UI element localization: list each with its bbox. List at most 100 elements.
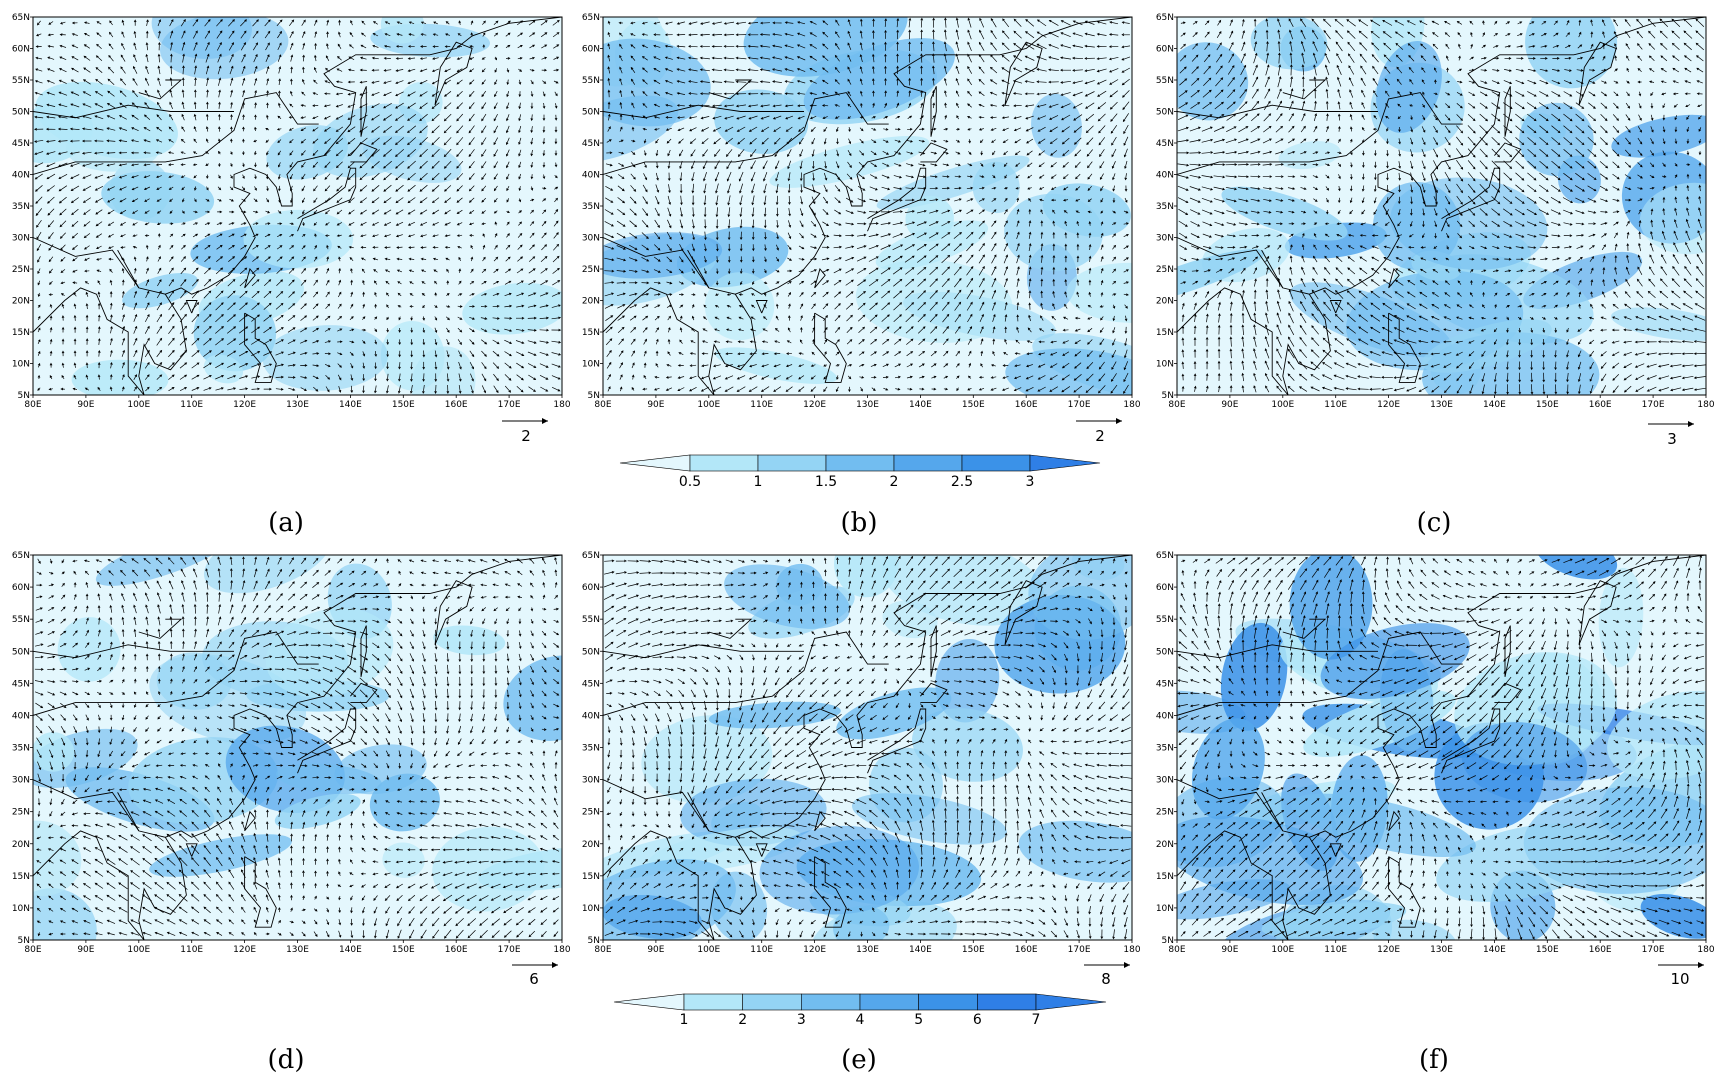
wind-vector	[169, 653, 173, 661]
wind-vector	[359, 631, 369, 636]
wind-vector	[263, 279, 272, 287]
wind-vector	[1433, 103, 1438, 108]
wind-vector	[254, 77, 258, 86]
wind-vector	[691, 280, 696, 285]
wind-vector	[516, 304, 525, 308]
wind-vector	[1396, 234, 1403, 238]
wind-vector	[1432, 32, 1439, 38]
wind-vector	[619, 43, 623, 49]
shaded-region	[203, 354, 244, 384]
wind-vector	[350, 374, 354, 381]
shaded-region	[1066, 262, 1132, 323]
wind-vector	[1563, 172, 1573, 181]
wind-vector	[1322, 18, 1332, 27]
wind-vector	[1036, 19, 1047, 27]
wind-vector	[1300, 40, 1306, 52]
wind-vector	[834, 291, 842, 298]
wind-vector	[1527, 246, 1537, 249]
wind-vector	[144, 569, 151, 577]
wind-vector	[1026, 352, 1033, 356]
wind-vector	[254, 150, 257, 156]
wind-vector	[1695, 278, 1704, 288]
wind-vector	[918, 139, 926, 143]
wind-vector	[337, 245, 342, 249]
wind-vector	[868, 267, 879, 275]
wind-vector	[1014, 364, 1021, 368]
wind-vector	[759, 44, 771, 48]
wind-vector	[456, 148, 464, 158]
wind-vector	[1002, 127, 1009, 131]
wind-vector	[1052, 231, 1056, 239]
wind-vector	[61, 315, 65, 321]
wind-vector	[1180, 21, 1186, 25]
wind-vector	[1614, 68, 1618, 72]
wind-vector	[240, 244, 247, 250]
wind-vector	[408, 33, 415, 36]
wind-vector	[917, 278, 927, 287]
shaded-region	[203, 555, 332, 594]
wind-vector	[1625, 43, 1630, 50]
wind-vector	[203, 350, 212, 357]
wind-vector	[1493, 328, 1498, 333]
x-tick-label: 100E	[1271, 400, 1294, 410]
wind-vector	[1015, 162, 1021, 167]
wind-vector	[336, 173, 343, 180]
coastline	[930, 86, 937, 137]
wind-vector	[1312, 266, 1318, 275]
wind-vector	[1250, 198, 1261, 202]
wind-vector	[604, 269, 615, 273]
wind-vector	[322, 667, 333, 672]
wind-vector	[677, 376, 685, 379]
wind-vector	[1696, 265, 1704, 276]
wind-vector	[301, 256, 306, 262]
wind-vector	[179, 337, 188, 346]
wind-vector	[300, 291, 307, 298]
wind-vector	[1040, 278, 1044, 287]
wind-vector	[1479, 148, 1488, 158]
wind-vector	[1551, 80, 1561, 85]
wind-vector	[1600, 340, 1607, 344]
wind-vector	[347, 114, 356, 120]
wind-vector	[361, 268, 366, 274]
wind-vector	[847, 161, 852, 168]
wind-vector	[1467, 171, 1476, 182]
wind-vector	[529, 44, 536, 49]
wind-vector	[395, 148, 405, 157]
wind-vector	[761, 375, 770, 380]
wind-vector	[422, 373, 425, 382]
wind-vector	[1191, 66, 1199, 74]
wind-vector	[72, 642, 79, 648]
wind-vector	[227, 387, 237, 391]
wind-vector	[84, 257, 90, 261]
wind-vector	[409, 641, 414, 650]
wind-vector	[168, 267, 174, 275]
wind-vector	[529, 570, 535, 576]
y-tick-label: 50N	[1156, 108, 1174, 118]
shaded-region	[855, 259, 1013, 343]
wind-vector	[181, 41, 186, 51]
wind-vector	[1494, 304, 1497, 309]
wind-vector	[1612, 161, 1620, 169]
wind-vector	[1588, 245, 1595, 250]
wind-vector	[83, 233, 91, 239]
wind-vector	[109, 581, 114, 589]
wind-vector	[180, 302, 187, 311]
wind-vector	[59, 220, 67, 228]
wind-vector	[407, 197, 416, 204]
wind-vector	[619, 386, 623, 392]
wind-vector	[1336, 53, 1343, 64]
wind-vector	[1612, 373, 1620, 381]
wind-vector	[1108, 56, 1119, 61]
wind-vector	[1529, 293, 1535, 296]
wind-vector	[1673, 103, 1678, 108]
wind-vector	[253, 53, 258, 63]
wind-vector	[761, 137, 769, 145]
wind-vector	[493, 32, 499, 37]
wind-vector	[1396, 78, 1402, 85]
wind-vector	[810, 280, 817, 285]
wind-vector	[629, 220, 638, 228]
wind-vector	[107, 221, 115, 226]
wind-vector	[711, 68, 723, 72]
wind-vector	[978, 91, 985, 96]
wind-vector	[85, 629, 89, 637]
